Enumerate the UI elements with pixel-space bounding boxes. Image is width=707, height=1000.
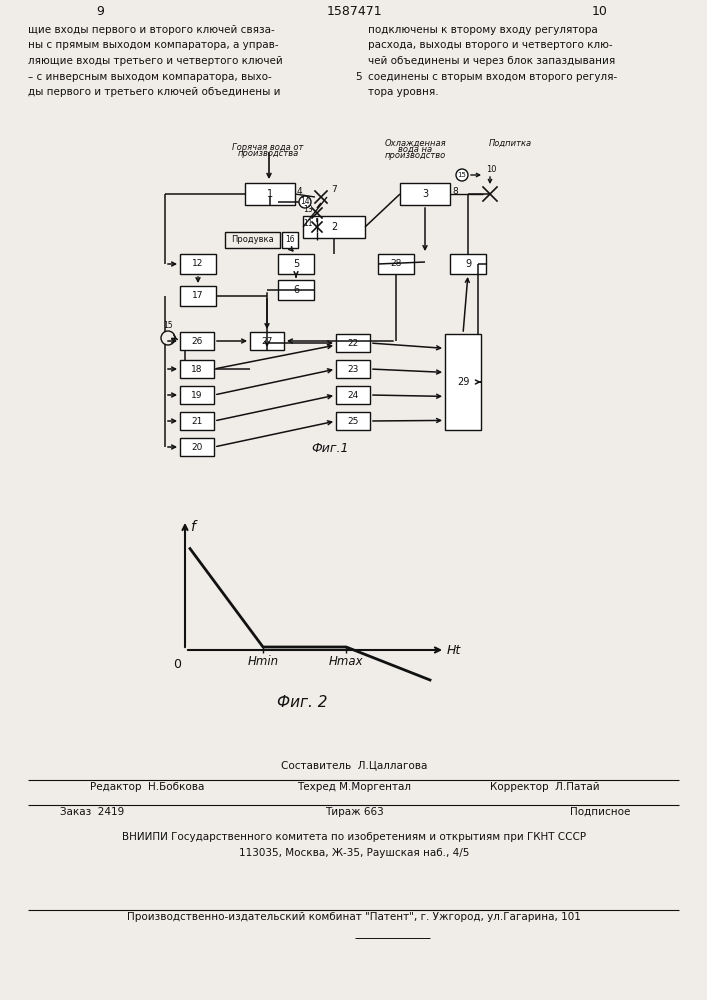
Text: 21: 21 (192, 416, 203, 426)
Text: Фиг.1: Фиг.1 (311, 442, 349, 455)
FancyBboxPatch shape (278, 254, 314, 274)
FancyBboxPatch shape (400, 183, 450, 205)
Text: 9: 9 (96, 5, 104, 18)
Text: 5: 5 (355, 72, 361, 82)
Text: 25: 25 (347, 416, 358, 426)
Text: 19: 19 (192, 390, 203, 399)
Text: ляющие входы третьего и четвертого ключей: ляющие входы третьего и четвертого ключе… (28, 56, 283, 66)
Text: производство: производство (385, 151, 445, 160)
Text: 20: 20 (192, 442, 203, 452)
Text: 16: 16 (285, 235, 295, 244)
FancyBboxPatch shape (180, 332, 214, 350)
Text: 12: 12 (192, 259, 204, 268)
Text: Редактор  Н.Бобкова: Редактор Н.Бобкова (90, 782, 204, 792)
Text: Hmin: Hmin (247, 655, 279, 668)
Circle shape (299, 196, 311, 208)
Text: 8: 8 (452, 188, 457, 196)
Text: 2: 2 (331, 222, 337, 232)
Text: расхода, выходы второго и четвертого клю-: расхода, выходы второго и четвертого клю… (368, 40, 613, 50)
Text: подключены к второму входу регулятора: подключены к второму входу регулятора (368, 25, 597, 35)
Text: Корректор  Л.Патай: Корректор Л.Патай (491, 782, 600, 792)
Text: ды первого и третьего ключей объединены и: ды первого и третьего ключей объединены … (28, 87, 281, 97)
FancyBboxPatch shape (180, 386, 214, 404)
FancyBboxPatch shape (336, 334, 370, 352)
Text: Заказ  2419: Заказ 2419 (60, 807, 124, 817)
Text: 14: 14 (300, 198, 310, 207)
FancyBboxPatch shape (378, 254, 414, 274)
Text: f: f (190, 520, 195, 534)
Text: Фиг. 2: Фиг. 2 (276, 695, 327, 710)
Text: 5: 5 (293, 259, 299, 269)
Text: Горячая вода от: Горячая вода от (233, 143, 304, 152)
FancyBboxPatch shape (180, 412, 214, 430)
FancyBboxPatch shape (445, 334, 481, 430)
Text: 9: 9 (465, 259, 471, 269)
FancyBboxPatch shape (180, 286, 216, 306)
Text: Охлажденная: Охлажденная (384, 139, 446, 148)
FancyBboxPatch shape (303, 216, 365, 238)
Text: ны с прямым выходом компаратора, а управ-: ны с прямым выходом компаратора, а управ… (28, 40, 279, 50)
Text: 15: 15 (457, 172, 467, 178)
FancyBboxPatch shape (225, 232, 280, 248)
Text: 24: 24 (347, 390, 358, 399)
Text: Производственно-издательский комбинат "Патент", г. Ужгород, ул.Гагарина, 101: Производственно-издательский комбинат "П… (127, 912, 581, 922)
Text: чей объединены и через блок запаздывания: чей объединены и через блок запаздывания (368, 56, 615, 66)
Text: 4: 4 (297, 188, 303, 196)
Text: Подпитка: Подпитка (489, 139, 532, 148)
Text: 26: 26 (192, 336, 203, 346)
Text: вода на: вода на (398, 145, 432, 154)
Text: 28: 28 (390, 259, 402, 268)
Text: 113035, Москва, Ж-35, Раушская наб., 4/5: 113035, Москва, Ж-35, Раушская наб., 4/5 (239, 848, 469, 858)
Text: 22: 22 (347, 338, 358, 348)
Text: Ht: Ht (447, 644, 461, 656)
Circle shape (456, 169, 468, 181)
Text: ВНИИПИ Государственного комитета по изобретениям и открытиям при ГКНТ СССР: ВНИИПИ Государственного комитета по изоб… (122, 832, 586, 842)
Text: – с инверсным выходом компаратора, выхо-: – с инверсным выходом компаратора, выхо- (28, 72, 271, 82)
Text: соединены с вторым входом второго регуля-: соединены с вторым входом второго регуля… (368, 72, 617, 82)
Text: 1: 1 (267, 189, 273, 199)
Text: тора уровня.: тора уровня. (368, 87, 438, 97)
FancyBboxPatch shape (336, 412, 370, 430)
Text: 7: 7 (331, 184, 337, 194)
Text: 3: 3 (422, 189, 428, 199)
Text: 23: 23 (347, 364, 358, 373)
Text: 10: 10 (486, 165, 496, 174)
Text: Продувка: Продувка (231, 235, 274, 244)
Text: Техред М.Моргентал: Техред М.Моргентал (297, 782, 411, 792)
Text: 13: 13 (303, 206, 312, 215)
Text: 6: 6 (293, 285, 299, 295)
FancyBboxPatch shape (245, 183, 295, 205)
Text: 18: 18 (192, 364, 203, 373)
FancyBboxPatch shape (278, 280, 314, 300)
Text: 0: 0 (173, 658, 181, 671)
Text: 1587471: 1587471 (326, 5, 382, 18)
Text: Подписное: Подписное (570, 807, 630, 817)
FancyBboxPatch shape (336, 386, 370, 404)
Text: 11: 11 (303, 220, 312, 229)
Circle shape (161, 331, 175, 345)
Text: Тираж 663: Тираж 663 (325, 807, 383, 817)
Text: 27: 27 (262, 336, 273, 346)
FancyBboxPatch shape (180, 438, 214, 456)
FancyBboxPatch shape (336, 360, 370, 378)
Text: 15: 15 (163, 322, 173, 330)
Text: Составитель  Л.Цаллагова: Составитель Л.Цаллагова (281, 760, 427, 770)
Text: 17: 17 (192, 292, 204, 300)
Text: 10: 10 (592, 5, 608, 18)
FancyBboxPatch shape (450, 254, 486, 274)
Text: производства: производства (238, 149, 298, 158)
Text: щие входы первого и второго ключей связа-: щие входы первого и второго ключей связа… (28, 25, 275, 35)
FancyBboxPatch shape (180, 360, 214, 378)
FancyBboxPatch shape (282, 232, 298, 248)
Text: 29: 29 (457, 377, 469, 387)
FancyBboxPatch shape (250, 332, 284, 350)
Text: Hmax: Hmax (329, 655, 363, 668)
FancyBboxPatch shape (180, 254, 216, 274)
